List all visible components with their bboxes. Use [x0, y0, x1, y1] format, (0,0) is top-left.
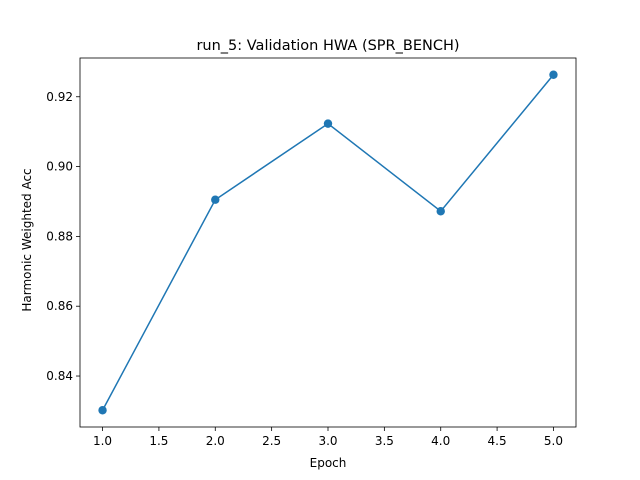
y-tick-label: 0.90: [46, 160, 73, 174]
x-tick-label: 3.5: [375, 434, 394, 448]
x-tick-label: 2.0: [206, 434, 225, 448]
y-axis-label: Harmonic Weighted Acc: [20, 168, 34, 311]
x-tick-label: 1.0: [93, 434, 112, 448]
plot-frame: [79, 57, 577, 428]
data-point: [436, 207, 445, 216]
data-point: [549, 70, 558, 79]
x-tick-label: 4.5: [488, 434, 507, 448]
y-tick-label: 0.92: [46, 90, 73, 104]
x-tick-label: 1.5: [149, 434, 168, 448]
data-point: [98, 406, 107, 415]
y-tick-label: 0.88: [46, 229, 73, 243]
data-point: [211, 195, 220, 204]
y-tick-label: 0.86: [46, 299, 73, 313]
x-tick-label: 5.0: [544, 434, 563, 448]
x-axis-label: Epoch: [310, 456, 347, 470]
x-tick-label: 2.5: [262, 434, 281, 448]
data-point: [323, 119, 333, 128]
plot-area: 1.0 1.5 2.0 2.5 3.0 3.5 4.0 4.5 5.0 0.84 0.86 0.88 0…: [46, 57, 577, 448]
y-tick-label: 0.84: [46, 369, 73, 383]
x-tick-label: 4.0: [431, 434, 450, 448]
x-tick-label: 3.0: [318, 434, 337, 448]
chart-title: run_5: Validation HWA (SPR_BENCH): [196, 38, 459, 54]
